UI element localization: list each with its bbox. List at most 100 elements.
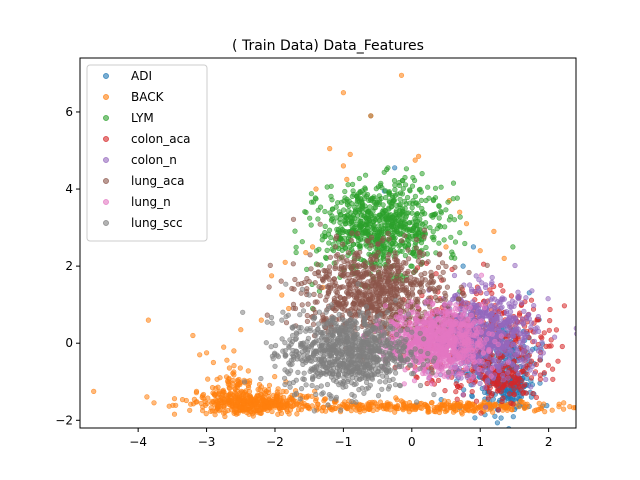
point-lung_aca (452, 264, 458, 270)
point-lung_aca (385, 277, 391, 283)
point-LYM (436, 203, 442, 209)
point-lung_scc (405, 311, 412, 317)
point-lung_aca (338, 266, 344, 272)
point-LYM (390, 194, 396, 201)
point-lung_aca (375, 299, 381, 305)
point-LYM (400, 186, 406, 192)
point-lung_n (427, 323, 433, 329)
point-lung_aca (317, 221, 323, 227)
point-lung_aca (355, 300, 362, 307)
point-BACK (263, 398, 269, 404)
point-lung_scc (394, 331, 400, 338)
point-colon_aca (541, 330, 547, 336)
point-LYM (426, 195, 432, 201)
point-lung_n (405, 303, 411, 309)
point-colon_n (528, 324, 534, 330)
point-LYM (391, 178, 398, 184)
point-lung_scc (299, 386, 305, 392)
point-BACK (379, 403, 385, 409)
point-BACK (249, 403, 255, 409)
point-LYM (358, 218, 364, 224)
point-LYM (450, 252, 456, 258)
point-lung_aca (392, 250, 398, 256)
point-BACK (255, 396, 261, 402)
point-lung_aca (344, 257, 350, 263)
point-colon_n (521, 334, 527, 341)
point-LYM (432, 185, 439, 191)
point-LYM (436, 222, 442, 228)
point-BACK (466, 400, 472, 406)
point-lung_n (428, 343, 434, 349)
point-lung_n (488, 373, 494, 379)
point-lung_aca (345, 250, 352, 256)
point-lung_aca (310, 321, 317, 327)
point-lung_n (435, 348, 442, 354)
point-lung_aca (292, 305, 299, 312)
point-LYM (359, 188, 365, 194)
point-BACK (436, 409, 443, 416)
point-LYM (427, 225, 433, 231)
point-lung_n (462, 306, 468, 313)
point-lung_aca (299, 302, 305, 308)
point-BACK (238, 327, 244, 333)
point-LYM (406, 242, 412, 248)
point-lung_scc (336, 311, 342, 318)
point-lung_n (429, 381, 435, 387)
point-BACK (361, 408, 368, 414)
point-lung_n (442, 307, 448, 313)
point-BACK (203, 411, 209, 417)
point-colon_aca (500, 288, 506, 294)
point-colon_n (543, 376, 549, 383)
point-BACK (504, 404, 510, 410)
point-lung_aca (304, 312, 310, 319)
point-LYM (292, 228, 298, 234)
point-BACK (272, 374, 278, 380)
point-LYM (418, 197, 425, 203)
point-BACK (322, 396, 328, 402)
point-BACK (237, 380, 243, 386)
point-colon_aca (550, 376, 556, 382)
point-LYM (396, 180, 402, 186)
point-LYM (430, 229, 436, 235)
point-LYM (329, 213, 335, 219)
point-BACK (258, 401, 264, 407)
point-BACK (561, 400, 567, 406)
point-LYM (318, 204, 324, 210)
point-lung_n (411, 378, 418, 384)
point-LYM (350, 188, 356, 194)
point-BACK (200, 404, 206, 410)
point-BACK (193, 388, 200, 395)
point-lung_aca (401, 287, 407, 293)
point-BACK (214, 376, 220, 382)
point-lung_aca (458, 284, 464, 290)
point-lung_aca (332, 280, 338, 286)
point-LYM (350, 181, 356, 187)
point-lung_aca (354, 294, 360, 300)
point-lung_aca (290, 261, 296, 267)
point-colon_aca (469, 389, 475, 395)
point-colon_n (484, 313, 490, 319)
point-lung_aca (435, 264, 442, 271)
point-lung_n (427, 336, 433, 342)
point-BACK (242, 392, 249, 398)
point-LYM (363, 206, 369, 213)
point-lung_aca (405, 268, 411, 275)
point-colon_n (519, 316, 526, 322)
point-BACK (283, 389, 289, 395)
point-lung_n (448, 357, 454, 364)
point-lung_aca (399, 238, 405, 244)
point-BACK (200, 391, 207, 398)
point-lung_aca (278, 278, 284, 284)
point-LYM (359, 200, 365, 206)
points-layer (91, 72, 576, 428)
point-colon_aca (488, 393, 495, 399)
point-colon_n (514, 365, 520, 371)
point-colon_aca (495, 386, 501, 392)
point-LYM (372, 217, 378, 223)
point-LYM (357, 243, 363, 249)
point-lung_n (445, 374, 452, 380)
point-colon_aca (520, 383, 526, 389)
point-BACK (233, 409, 239, 416)
point-LYM (341, 207, 347, 213)
point-colon_aca (528, 375, 535, 381)
